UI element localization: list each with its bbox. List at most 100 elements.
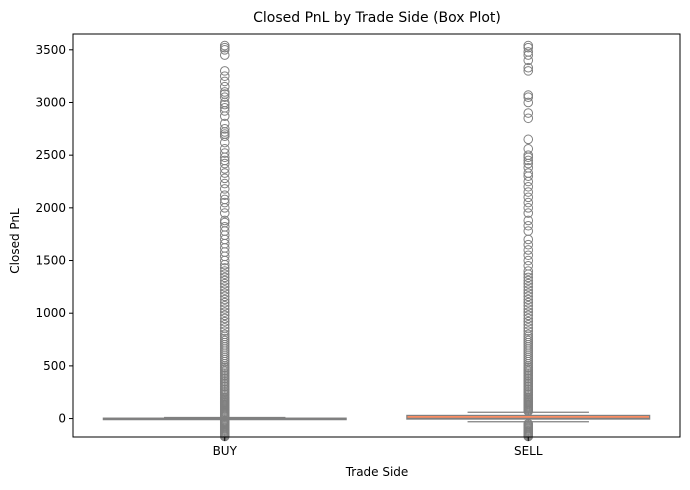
outlier-point <box>219 291 230 302</box>
outlier-point <box>523 113 534 124</box>
box-group-sell <box>406 40 651 442</box>
outlier-point <box>523 291 534 302</box>
x-axis-label: Trade Side <box>345 465 409 479</box>
outlier-point <box>219 76 230 87</box>
outlier-point <box>219 194 230 205</box>
outlier-point <box>219 272 230 283</box>
outlier-point <box>523 266 534 276</box>
outlier-point <box>219 118 230 129</box>
outlier-point <box>219 203 230 213</box>
outlier-point <box>219 87 230 97</box>
outlier-point <box>523 323 534 333</box>
outlier-point <box>523 181 534 192</box>
outlier-point <box>219 222 230 232</box>
y-tick-label: 1500 <box>35 254 66 268</box>
box-group-buy <box>102 40 347 442</box>
outlier-point <box>523 192 534 203</box>
y-tick-label: 1000 <box>35 306 66 320</box>
outlier-point <box>219 294 230 305</box>
outlier-point <box>219 304 230 314</box>
outlier-point <box>219 178 230 189</box>
outlier-point <box>219 266 230 276</box>
outlier-point <box>523 155 534 166</box>
outlier-point <box>219 288 230 298</box>
outlier-point <box>219 158 230 169</box>
outlier-point <box>219 50 230 60</box>
x-axis: BUY SELL <box>213 437 543 458</box>
outlier-point <box>523 40 534 51</box>
outlier-point <box>219 71 230 81</box>
outlier-point <box>219 40 230 51</box>
outlier-point <box>523 134 534 145</box>
outlier-point <box>523 234 534 245</box>
outliers-sell <box>523 40 534 442</box>
outlier-point <box>523 285 534 295</box>
outlier-point <box>219 297 230 308</box>
outlier-point <box>523 288 534 298</box>
plot-frame <box>72 33 681 438</box>
outlier-point <box>523 245 534 255</box>
outlier-point <box>219 173 230 184</box>
outlier-point <box>523 97 534 108</box>
outlier-point <box>219 269 230 280</box>
outlier-point <box>219 282 230 292</box>
y-tick-label: 3500 <box>35 43 66 57</box>
outlier-point <box>219 102 230 113</box>
outlier-point <box>523 278 534 289</box>
outlier-point <box>523 197 534 208</box>
outlier-point <box>523 92 534 103</box>
y-axis-label: Closed PnL <box>8 208 22 274</box>
x-tick-label-buy: BUY <box>213 444 238 458</box>
outlier-point <box>219 285 230 295</box>
outlier-point <box>523 316 534 327</box>
outlier-point <box>219 326 230 336</box>
outlier-point <box>523 304 534 314</box>
outlier-point <box>219 329 230 340</box>
y-tick-label: 3000 <box>35 95 66 109</box>
outlier-point <box>219 278 230 289</box>
outlier-point <box>219 215 230 226</box>
outlier-point <box>523 108 534 118</box>
outlier-point <box>523 326 534 336</box>
outlier-point <box>523 260 534 271</box>
outlier-point <box>523 226 534 236</box>
outlier-point <box>219 184 230 194</box>
outlier-point <box>219 319 230 330</box>
y-tick-label: 2500 <box>35 148 66 162</box>
outlier-point <box>219 263 230 273</box>
y-tick-label: 2000 <box>35 201 66 215</box>
outlier-point <box>219 307 230 317</box>
outlier-point <box>219 92 230 103</box>
outlier-point <box>219 168 230 178</box>
outlier-point <box>219 66 230 76</box>
outlier-point <box>523 310 534 321</box>
outlier-point <box>523 163 534 173</box>
outlier-point <box>523 313 534 324</box>
outlier-point <box>523 215 534 226</box>
outlier-point <box>219 301 230 311</box>
outlier-point <box>219 129 230 139</box>
outlier-point <box>523 50 534 60</box>
outlier-point <box>523 66 534 76</box>
outlier-point <box>523 275 534 286</box>
outlier-point <box>523 294 534 305</box>
outlier-point <box>219 148 230 158</box>
y-tick-label: 0 <box>58 412 66 426</box>
outlier-point <box>523 297 534 308</box>
chart-title: Closed PnL by Trade Side (Box Plot) <box>253 10 501 26</box>
outlier-point <box>523 329 534 340</box>
outlier-point <box>219 155 230 166</box>
outlier-point <box>219 310 230 321</box>
outlier-point <box>523 272 534 283</box>
outlier-point <box>523 282 534 292</box>
outlier-point <box>523 90 534 100</box>
plot-area <box>72 33 681 442</box>
outlier-point <box>523 319 534 330</box>
outlier-point <box>523 150 534 160</box>
outlier-point <box>523 301 534 311</box>
y-tick-label: 500 <box>43 359 66 373</box>
outlier-point <box>219 323 230 333</box>
outlier-point <box>219 208 230 218</box>
outlier-point <box>219 190 230 200</box>
